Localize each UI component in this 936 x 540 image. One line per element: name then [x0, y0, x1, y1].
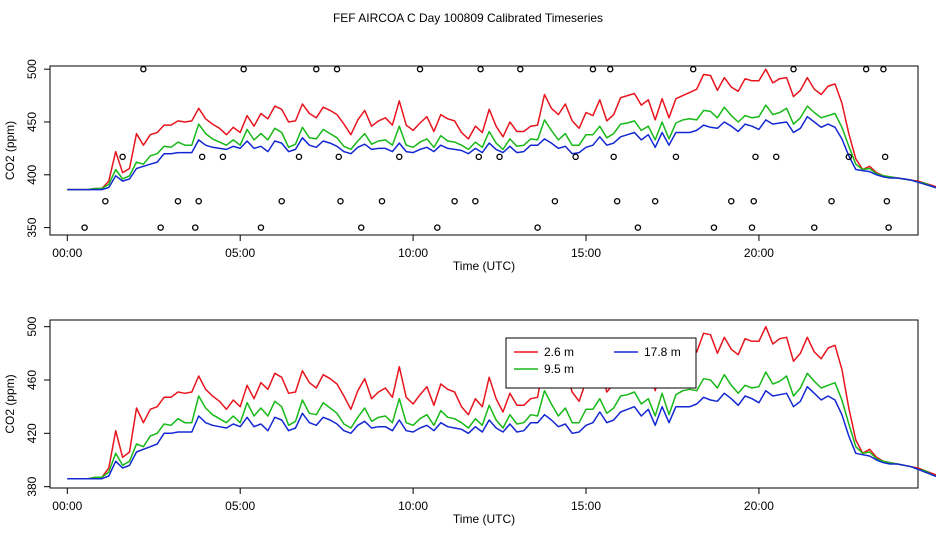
flag-marker — [174, 197, 182, 205]
x-axis-label: Time (UTC) — [453, 259, 515, 273]
y-tick-label: 420 — [25, 423, 39, 443]
flag-marker — [613, 197, 621, 205]
x-tick-label: 05:00 — [225, 499, 255, 513]
flag-marker — [496, 153, 503, 161]
x-tick-label: 10:00 — [398, 499, 428, 513]
flag-marker — [257, 224, 265, 231]
flag-marker — [198, 153, 206, 161]
flag-marker — [589, 65, 597, 73]
y-tick-label: 500 — [25, 59, 39, 79]
series-line-9-5m — [67, 371, 936, 480]
flag-marker — [880, 65, 887, 73]
flag-marker — [140, 65, 147, 73]
plot-frame — [49, 65, 919, 236]
figure-title: FEF AIRCOA C Day 100809 Calibrated Times… — [333, 11, 603, 25]
y-tick-label: 350 — [25, 217, 39, 237]
flag-marker — [772, 153, 780, 161]
flag-marker — [102, 197, 109, 205]
y-tick-label: 450 — [25, 112, 39, 132]
flag-marker — [477, 65, 484, 73]
flag-marker — [278, 197, 285, 205]
legend-label-9-5m: 9.5 m — [544, 362, 574, 376]
flag-marker — [157, 224, 164, 231]
flag-marker — [295, 153, 303, 161]
y-tick-label: 500 — [25, 316, 39, 336]
flag-marker — [728, 197, 735, 205]
flag-marker — [357, 224, 365, 231]
flag-marker — [472, 197, 479, 205]
flag-marker — [517, 65, 524, 73]
flag-marker — [748, 224, 756, 231]
flag-marker — [534, 224, 541, 231]
legend-box — [505, 337, 697, 389]
flag-marker — [606, 65, 614, 73]
flag-marker — [337, 197, 344, 205]
flag-marker — [572, 153, 579, 161]
x-tick-label: 15:00 — [571, 499, 601, 513]
plot-frame — [49, 319, 919, 489]
bottom-panel: 00:00 05:00 10:00 15:00 20:00 380 420 460 500 Tim… — [3, 316, 936, 526]
flag-marker — [710, 224, 718, 231]
flag-marker — [885, 224, 892, 231]
y-axis-label: CO2 (ppm) — [3, 121, 17, 180]
flag-marker — [610, 153, 617, 161]
flag-marker — [750, 197, 757, 205]
flag-marker — [672, 153, 680, 161]
flag-marker — [828, 197, 835, 205]
series-line-2-6m — [67, 68, 936, 191]
flag-marker — [752, 153, 759, 161]
flag-marker — [551, 197, 559, 205]
flag-marker — [881, 153, 889, 161]
flag-marker — [335, 153, 343, 161]
flag-marker — [634, 224, 642, 231]
flag-marker — [475, 153, 483, 161]
legend-label-2-6m: 2.6 m — [544, 345, 574, 359]
flag-marker — [119, 153, 126, 161]
flag-marker — [378, 197, 386, 205]
x-tick-label: 20:00 — [744, 499, 774, 513]
flag-marker — [434, 224, 441, 231]
flag-marker — [845, 153, 853, 161]
series-line-9-5m — [67, 104, 936, 191]
legend-label-17-8m: 17.8 m — [644, 345, 681, 359]
flag-marker — [240, 65, 247, 73]
flag-marker — [333, 65, 341, 73]
x-tick-label: 05:00 — [225, 246, 255, 260]
flag-marker — [451, 197, 458, 205]
flag-marker — [396, 153, 403, 161]
flag-marker — [219, 153, 227, 161]
series-line-17-8m — [67, 115, 936, 191]
y-axis-label: CO2 (ppm) — [3, 374, 17, 433]
flag-marker — [862, 65, 870, 73]
flag-marker — [811, 224, 818, 231]
y-tick-label: 460 — [25, 370, 39, 390]
x-tick-label: 15:00 — [571, 246, 601, 260]
x-tick-label: 10:00 — [398, 246, 428, 260]
flag-marker — [313, 65, 320, 73]
flag-marker — [191, 224, 199, 231]
series-line-17-8m — [67, 385, 936, 480]
x-tick-label: 00:00 — [52, 499, 82, 513]
flag-marker — [416, 65, 424, 73]
flag-marker — [790, 65, 797, 73]
flag-marker — [689, 65, 697, 73]
y-tick-label: 400 — [25, 164, 39, 184]
flag-marker — [195, 197, 202, 205]
x-axis-label: Time (UTC) — [453, 512, 515, 526]
y-tick-label: 380 — [25, 476, 39, 496]
x-tick-label: 00:00 — [52, 246, 82, 260]
flag-marker — [883, 197, 891, 205]
flag-marker — [651, 197, 659, 205]
top-panel: 00:00 05:00 10:00 15:00 20:00 350 400 450 500 Tim… — [3, 59, 936, 273]
flag-marker — [81, 224, 88, 231]
series-line-2-6m — [67, 325, 936, 480]
x-tick-label: 20:00 — [744, 246, 774, 260]
